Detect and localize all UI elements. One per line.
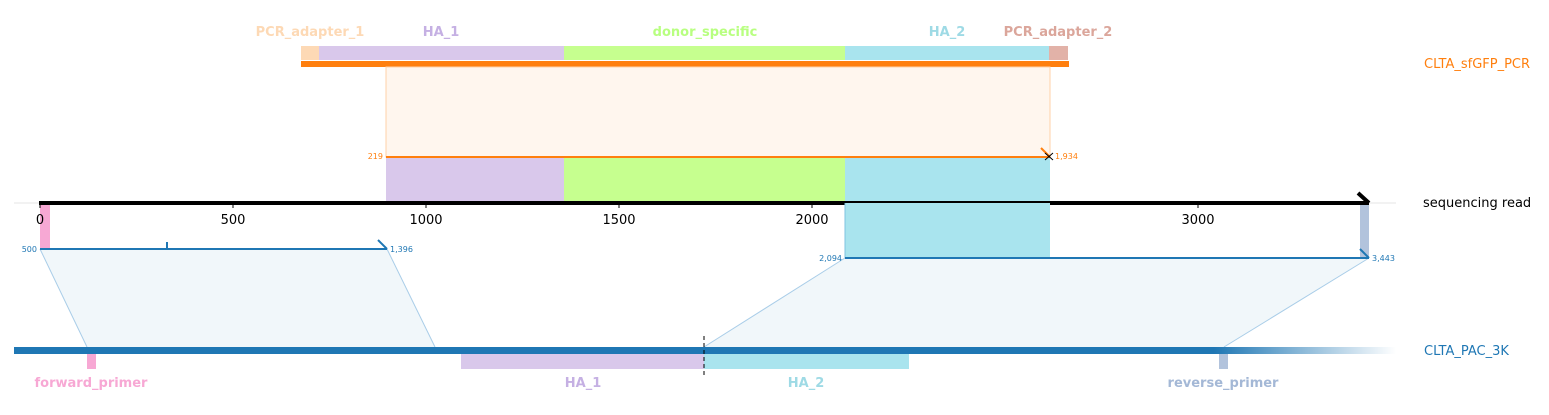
top-feature-pcr-adapter-2-bar xyxy=(1049,46,1068,60)
left-alignment-arrow xyxy=(377,239,388,250)
left-alignment-edge-right xyxy=(386,248,436,348)
bottom-feature-label-forward-primer: forward_primer xyxy=(35,376,149,391)
bottom-feature-ha-1-bar xyxy=(461,354,704,369)
top-alignment-end-mark-2 xyxy=(1044,152,1054,161)
bottom-feature-reverse-primer-bar xyxy=(1219,354,1228,369)
top-feature-label-ha-1: HA_1 xyxy=(423,25,460,40)
sequencing-read-arrow xyxy=(1356,191,1371,205)
top-feature-ha-2-bar xyxy=(845,46,1049,60)
sequencing-read-group: 050010001500200025003000 sequencing read xyxy=(36,191,1531,258)
sequencing-read-label: sequencing read xyxy=(1423,196,1531,211)
top-alignment-start-label: 219 xyxy=(368,152,383,161)
top-read-label: CLTA_sfGFP_PCR xyxy=(1424,57,1530,72)
right-alignment-end-label: 3,443 xyxy=(1372,254,1395,263)
bottom-read-fade xyxy=(1214,347,1396,354)
bottom-feature-forward-primer-bar xyxy=(87,354,96,369)
forward-primer-mark xyxy=(40,203,50,249)
axis-tick-label: 0 xyxy=(36,213,44,228)
right-alignment-arrow xyxy=(1359,248,1370,259)
top-feature-label-ha-2: HA_2 xyxy=(929,25,966,40)
right-alignment-edge-right xyxy=(1223,257,1370,348)
top-read-group: PCR_adapter_1 HA_1 donor_specific HA_2 P… xyxy=(256,25,1530,72)
top-alignment-donor-block xyxy=(564,157,845,203)
axis-tick-label: 1500 xyxy=(602,213,635,228)
left-alignment-edge-left xyxy=(39,248,88,348)
top-alignment-shade xyxy=(385,66,1051,158)
axis-tick-label: 1000 xyxy=(409,213,442,228)
top-alignment-ha-2-block xyxy=(845,157,1050,203)
left-alignment-end-label: 1,396 xyxy=(390,245,413,254)
bottom-feature-label-ha-2: HA_2 xyxy=(788,376,825,391)
right-alignment-start-label: 2,094 xyxy=(819,254,842,263)
top-feature-label-donor-specific: donor_specific xyxy=(653,25,758,40)
top-feature-pcr-adapter-1-bar xyxy=(301,46,319,60)
top-feature-ha-1-bar xyxy=(319,46,564,60)
axis-tick-label: 500 xyxy=(221,213,246,228)
right-alignment-group: 2,094 3,443 xyxy=(703,203,1395,348)
top-alignment-ha-1-block xyxy=(386,157,564,203)
top-read-bar xyxy=(301,61,1069,67)
axis-tick-label: 2000 xyxy=(795,213,828,228)
right-alignment-ha-2-block xyxy=(845,203,1050,258)
top-feature-label-pcr-adapter-1: PCR_adapter_1 xyxy=(256,25,365,40)
top-feature-label-pcr-adapter-2: PCR_adapter_2 xyxy=(1004,25,1113,40)
left-alignment-shade xyxy=(40,249,435,347)
bottom-read-group: forward_primer HA_1 HA_2 reverse_primer … xyxy=(14,336,1509,391)
axis-tick-label: 3000 xyxy=(1181,213,1214,228)
top-feature-donor-specific-bar xyxy=(564,46,845,60)
reverse-primer-mark xyxy=(1360,203,1369,258)
top-alignment-end-label: 1,934 xyxy=(1055,152,1078,161)
bottom-feature-ha-2-bar xyxy=(704,354,909,369)
bottom-feature-label-reverse-primer: reverse_primer xyxy=(1168,376,1280,391)
bottom-read-bar xyxy=(14,347,1214,354)
top-alignment-group: 219 1,934 xyxy=(368,66,1078,203)
right-alignment-edge-left xyxy=(703,257,846,348)
left-alignment-start-label: 500 xyxy=(22,245,37,254)
bottom-feature-label-ha-1: HA_1 xyxy=(565,376,602,391)
bottom-read-label: CLTA_PAC_3K xyxy=(1424,344,1509,359)
left-alignment-group: 500 1,396 xyxy=(22,239,436,348)
right-alignment-shade xyxy=(704,258,1369,347)
